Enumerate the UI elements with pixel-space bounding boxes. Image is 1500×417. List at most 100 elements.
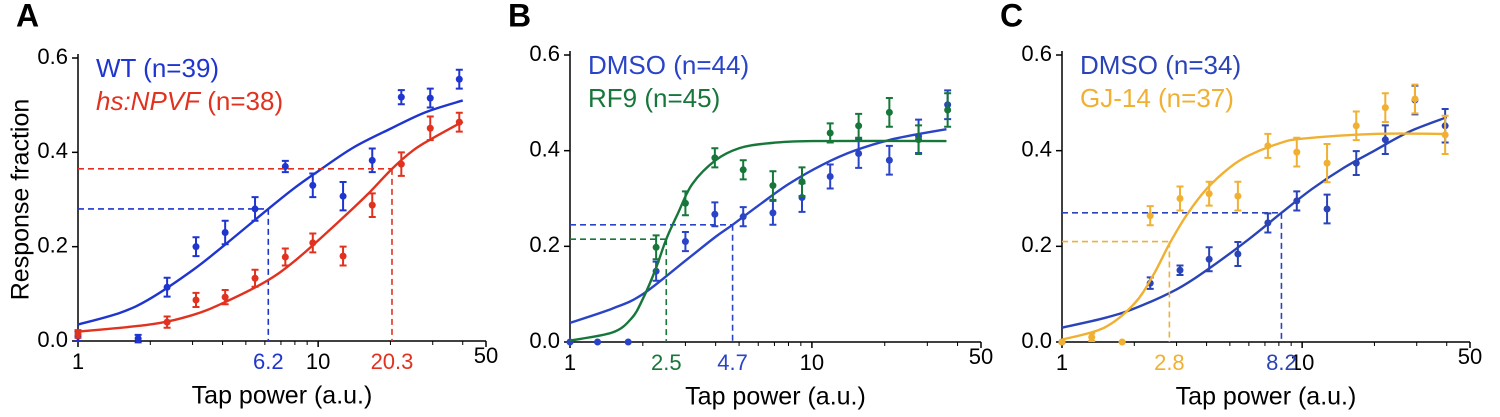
- y-tick-label: 0.4: [1021, 136, 1052, 161]
- legend-entry: hs:NPVF (n=38): [96, 86, 283, 116]
- panel-label: C: [1000, 0, 1023, 33]
- x-axis-label: Tap power (a.u.): [1176, 383, 1357, 411]
- data-point: [739, 213, 747, 221]
- marker-label: 2.8: [1154, 350, 1185, 375]
- data-point: [221, 293, 229, 301]
- data-point: [251, 274, 259, 282]
- y-axis-label: Response fraction: [7, 99, 35, 301]
- fit-curve: [77, 120, 464, 333]
- data-point: [1264, 219, 1272, 227]
- data-point: [798, 178, 806, 186]
- data-point: [1118, 338, 1126, 346]
- data-point: [163, 318, 171, 326]
- data-point: [251, 205, 259, 213]
- data-point: [855, 122, 863, 130]
- fit-curve: [77, 99, 464, 326]
- x-axis-label: Tap power (a.u.): [192, 382, 373, 410]
- y-tick-label: 0.2: [529, 232, 560, 257]
- data-point: [711, 154, 719, 162]
- data-point: [426, 124, 434, 132]
- data-point: [594, 338, 602, 346]
- x-tick-label: 10: [306, 349, 330, 374]
- legend-entry: GJ-14 (n=37): [1080, 83, 1234, 113]
- data-point: [1058, 338, 1066, 346]
- x-tick-label: 10: [800, 350, 824, 375]
- data-point: [1352, 159, 1360, 167]
- legend-entry: WT (n=39): [96, 53, 219, 83]
- data-point: [652, 243, 660, 251]
- data-point: [1176, 266, 1184, 274]
- data-point: [1205, 190, 1213, 198]
- data-point: [221, 229, 229, 237]
- legend-entry: DMSO (n=44): [588, 50, 749, 80]
- y-tick-label: 0.2: [37, 232, 68, 257]
- data-point: [711, 210, 719, 218]
- marker-label: 8.2: [1266, 350, 1297, 375]
- fit-curve: [569, 139, 947, 342]
- data-point: [624, 338, 632, 346]
- data-point: [855, 150, 863, 158]
- data-point: [309, 239, 317, 247]
- data-point: [339, 252, 347, 260]
- data-point: [163, 283, 171, 291]
- y-tick-label: 0.4: [37, 138, 68, 163]
- data-point: [1352, 122, 1360, 130]
- x-tick-label: 1: [1056, 350, 1068, 375]
- data-point: [769, 182, 777, 190]
- y-tick-label: 0.2: [1021, 232, 1052, 257]
- y-tick-label: 0.6: [1021, 41, 1052, 66]
- data-point: [681, 238, 689, 246]
- fit-curve: [1061, 132, 1447, 341]
- fit-curve: [1061, 116, 1448, 329]
- data-point: [885, 108, 893, 116]
- data-point: [397, 93, 405, 101]
- y-tick-label: 0.0: [1021, 328, 1052, 353]
- data-point: [1293, 148, 1301, 156]
- data-point: [915, 136, 923, 144]
- x-tick-label: 50: [969, 344, 993, 369]
- data-point: [74, 330, 82, 338]
- data-point: [1234, 192, 1242, 200]
- marker-label: 20.3: [371, 349, 414, 374]
- data-point: [1381, 104, 1389, 112]
- data-point: [1441, 131, 1449, 139]
- panel-label: A: [16, 0, 39, 33]
- data-point: [1323, 205, 1331, 213]
- data-point: [826, 129, 834, 137]
- data-point: [944, 106, 952, 114]
- data-point: [1323, 159, 1331, 167]
- data-point: [769, 209, 777, 217]
- data-point: [1411, 95, 1419, 103]
- data-point: [1293, 197, 1301, 205]
- data-point: [192, 243, 200, 251]
- data-point: [339, 192, 347, 200]
- data-point: [1088, 333, 1096, 341]
- data-point: [826, 172, 834, 180]
- data-point: [885, 156, 893, 164]
- data-point: [739, 166, 747, 174]
- data-point: [681, 199, 689, 207]
- x-tick-label: 50: [474, 343, 498, 368]
- y-tick-label: 0.6: [529, 41, 560, 66]
- data-point: [397, 160, 405, 168]
- data-point: [1146, 212, 1154, 220]
- data-point: [455, 118, 463, 126]
- marker-label: 6.2: [253, 349, 284, 374]
- data-point: [455, 75, 463, 83]
- data-point: [309, 181, 317, 189]
- panel-label: B: [508, 0, 531, 33]
- data-point: [1205, 255, 1213, 263]
- legend-entry: RF9 (n=45): [588, 83, 720, 113]
- x-tick-label: 1: [72, 349, 84, 374]
- data-point: [368, 201, 376, 209]
- marker-label: 2.5: [651, 350, 682, 375]
- data-point: [1234, 250, 1242, 258]
- x-tick-label: 50: [1458, 344, 1482, 369]
- data-point: [134, 335, 142, 343]
- x-tick-label: 1: [564, 350, 576, 375]
- data-point: [281, 253, 289, 261]
- x-axis-label: Tap power (a.u.): [685, 383, 866, 411]
- data-point: [368, 156, 376, 164]
- x-tick-label: 10: [1290, 350, 1314, 375]
